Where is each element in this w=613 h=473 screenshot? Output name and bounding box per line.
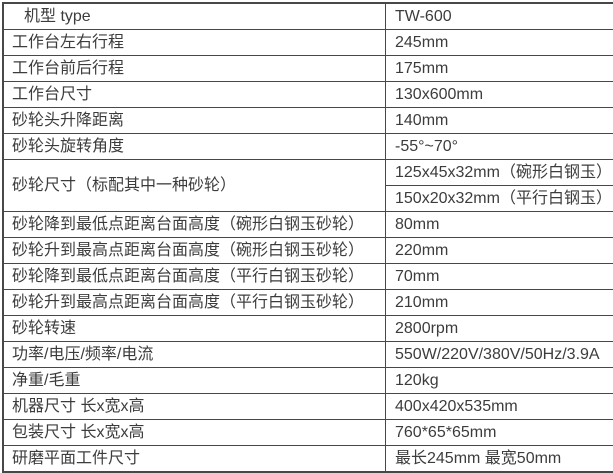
spec-label: 砂轮转速 bbox=[2, 315, 386, 342]
spec-value: 760*65*65mm bbox=[385, 419, 613, 446]
spec-label: 砂轮升到最高点距离台面高度（碗形白钢玉砂轮） bbox=[2, 237, 386, 264]
spec-label: 包装尺寸 长x宽x高 bbox=[2, 419, 386, 446]
spec-value: 70mm bbox=[385, 263, 613, 290]
table-row: 净重/毛重 120kg bbox=[2, 367, 613, 394]
table-row: 工作台尺寸 130x600mm bbox=[2, 81, 613, 108]
table-row: 机型 type TW-600 bbox=[2, 2, 613, 30]
table-row: 机器尺寸 长x宽x高 400x420x535mm bbox=[2, 393, 613, 420]
spec-label: 砂轮头升降距离 bbox=[2, 107, 386, 134]
spec-label: 砂轮降到最低点距离台面高度（碗形白钢玉砂轮） bbox=[2, 211, 386, 238]
spec-label: 功率/电压/频率/电流 bbox=[2, 341, 386, 368]
table-row: 150x20x32mm（平行白钢玉） bbox=[3, 185, 613, 212]
spec-label: 工作台左右行程 bbox=[2, 29, 386, 56]
spec-value: 210mm bbox=[385, 289, 613, 316]
spec-label: 机器尺寸 长x宽x高 bbox=[2, 393, 386, 420]
table-row: 砂轮头升降距离 140mm bbox=[2, 107, 613, 134]
table-row: 功率/电压/频率/电流 550W/220V/380V/50Hz/3.9A bbox=[2, 341, 613, 368]
table-row: 砂轮升到最高点距离台面高度（平行白钢玉砂轮） 210mm bbox=[2, 289, 613, 316]
spec-value: 550W/220V/380V/50Hz/3.9A bbox=[385, 341, 613, 368]
spec-value: 245mm bbox=[385, 29, 613, 56]
spec-value: -55°~70° bbox=[385, 133, 613, 160]
spec-label: 工作台尺寸 bbox=[2, 81, 386, 108]
spec-value: 2800rpm bbox=[385, 315, 613, 342]
table-row: 砂轮降到最低点距离台面高度（碗形白钢玉砂轮） 80mm bbox=[2, 211, 613, 238]
spec-value: 120kg bbox=[385, 367, 613, 394]
spec-label: 砂轮升到最高点距离台面高度（平行白钢玉砂轮） bbox=[2, 289, 386, 316]
spec-value: 400x420x535mm bbox=[385, 393, 613, 420]
spec-value: 125x45x32mm（碗形白钢玉） bbox=[385, 159, 613, 186]
spec-label: 工作台前后行程 bbox=[2, 55, 386, 82]
spec-label: 机型 type bbox=[2, 2, 386, 30]
table-row: 砂轮尺寸（标配其中一种砂轮） 125x45x32mm（碗形白钢玉） bbox=[2, 159, 613, 212]
spec-value: TW-600 bbox=[385, 2, 613, 30]
spec-value: 最长245mm 最宽50mm bbox=[385, 445, 613, 473]
spec-label: 砂轮头旋转角度 bbox=[2, 133, 386, 160]
spec-label: 研磨平面工件尺寸 bbox=[2, 445, 386, 473]
table-row: 工作台前后行程 175mm bbox=[2, 55, 613, 82]
table-row: 工作台左右行程 245mm bbox=[2, 29, 613, 56]
table-row: 砂轮转速 2800rpm bbox=[2, 315, 613, 342]
spec-label: 砂轮降到最低点距离台面高度（平行白钢玉砂轮） bbox=[2, 263, 386, 290]
spec-label: 净重/毛重 bbox=[2, 367, 386, 394]
spec-label: 砂轮尺寸（标配其中一种砂轮） bbox=[2, 159, 386, 212]
spec-value: 130x600mm bbox=[385, 81, 613, 108]
spec-value: 220mm bbox=[385, 237, 613, 264]
table-row: 包装尺寸 长x宽x高 760*65*65mm bbox=[2, 419, 613, 446]
spec-value: 150x20x32mm（平行白钢玉） bbox=[385, 185, 613, 212]
table-row: 研磨平面工件尺寸 最长245mm 最宽50mm bbox=[2, 445, 613, 473]
spec-value: 140mm bbox=[385, 107, 613, 134]
table-row: 砂轮头旋转角度 -55°~70° bbox=[2, 133, 613, 160]
spec-value: 175mm bbox=[385, 55, 613, 82]
table-row: 砂轮降到最低点距离台面高度（平行白钢玉砂轮） 70mm bbox=[2, 263, 613, 290]
table-row: 砂轮升到最高点距离台面高度（碗形白钢玉砂轮） 220mm bbox=[2, 237, 613, 264]
spec-value: 80mm bbox=[385, 211, 613, 238]
